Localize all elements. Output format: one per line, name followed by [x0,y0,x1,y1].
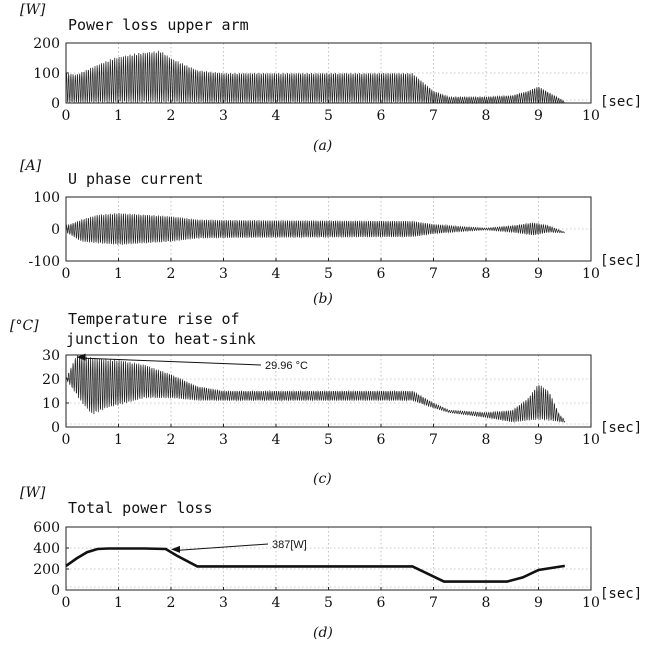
x-unit-label: [sec] [600,253,642,269]
x-tick-label: 5 [324,108,333,124]
x-unit-label: [sec] [600,586,642,602]
data-series-line [65,213,565,245]
y-tick-label: 10 [42,396,60,412]
y-tick-label: 0 [51,222,60,238]
x-unit-label: [sec] [600,420,642,436]
x-tick-label: 9 [534,595,543,611]
x-tick-label: 3 [219,432,228,448]
y-unit-label: [W] [20,2,46,18]
y-tick-label: 100 [33,66,60,82]
y-tick-label: 0 [51,420,60,436]
y-tick-label: 200 [33,562,60,578]
x-tick-label: 9 [534,108,543,124]
y-tick-label: 200 [33,36,60,52]
panel-caption: (a) [313,138,332,154]
y-tick-label: 30 [42,348,60,364]
x-tick-label: 8 [482,595,491,611]
x-tick-label: 3 [219,266,228,282]
y-tick-label: 400 [33,541,60,557]
chart-title: U phase current [68,170,203,188]
x-tick-label: 5 [324,266,333,282]
panel-total-power-loss: [W] Total power loss [sec] (d) 0 1 2 3 4 5 6 7 8… [20,485,642,641]
x-tick-label: 4 [272,266,281,282]
chart-title: Temperature rise of [68,310,240,328]
panel-caption: (b) [313,291,333,307]
x-tick-label: 7 [429,595,438,611]
x-tick-label: 7 [429,266,438,282]
x-tick-label: 10 [582,432,600,448]
x-tick-label: 7 [429,108,438,124]
y-tick-label: 0 [51,583,60,599]
x-tick-label: 5 [324,595,333,611]
y-tick-label: 600 [33,520,60,536]
x-tick-label: 5 [324,432,333,448]
panel-power-loss-upper-arm: [W] Power loss upper arm [sec] (a) 0 1 2 3 4… [20,2,642,154]
chart-title: Total power loss [68,499,213,517]
x-tick-label: 2 [167,108,176,124]
x-tick-label: 1 [114,266,123,282]
y-unit-label: [°C] [10,318,39,334]
annotation-label: 29.96 °C [265,360,308,372]
x-tick-label: 6 [377,595,386,611]
y-tick-label: 100 [33,190,60,206]
annotation-leader-line [82,357,262,366]
x-tick-label: 10 [582,108,600,124]
y-tick-label: 20 [42,372,60,388]
x-tick-label: 8 [482,108,491,124]
x-tick-label: 0 [62,595,71,611]
x-tick-label: 8 [482,432,491,448]
x-tick-label: 2 [167,432,176,448]
y-unit-label: [A] [20,158,42,174]
x-tick-label: 2 [167,595,176,611]
x-tick-label: 4 [272,595,281,611]
x-tick-label: 6 [377,266,386,282]
panel-caption: (d) [313,625,333,641]
x-tick-label: 1 [114,108,123,124]
annotation-label: 387[W] [272,539,307,551]
x-tick-label: 6 [377,108,386,124]
annotation-leader-line [176,543,269,551]
panel-caption: (c) [313,471,332,487]
x-tick-label: 3 [219,595,228,611]
panel-temperature-rise: [°C] Temperature rise of junction to hea… [10,310,642,487]
x-tick-label: 2 [167,266,176,282]
x-tick-label: 7 [429,432,438,448]
panel-u-phase-current: [A] U phase current [sec] (b) 0 1 2 3 4 5 6 7 8 9… [20,158,642,307]
chart-title-line2: junction to heat-sink [66,330,256,348]
x-tick-label: 9 [534,266,543,282]
y-tick-label: -100 [29,254,60,270]
data-series-line [65,50,566,105]
x-tick-label: 3 [219,108,228,124]
x-tick-label: 0 [62,432,71,448]
x-tick-label: 1 [114,595,123,611]
x-tick-label: 6 [377,432,386,448]
x-tick-label: 0 [62,266,71,282]
annotation-arrowhead [171,545,180,553]
x-tick-label: 4 [272,108,281,124]
y-unit-label: [W] [20,485,46,501]
x-tick-label: 9 [534,432,543,448]
x-tick-label: 0 [62,108,71,124]
chart-title: Power loss upper arm [68,16,249,34]
data-series-line [65,547,566,583]
y-tick-label: 0 [51,96,60,112]
x-unit-label: [sec] [600,94,642,110]
x-tick-label: 1 [114,432,123,448]
annotation-arrowhead [76,353,86,361]
x-tick-label: 4 [272,432,281,448]
data-series-line [65,355,566,423]
x-tick-label: 10 [582,595,600,611]
x-tick-label: 10 [582,266,600,282]
x-tick-label: 8 [482,266,491,282]
